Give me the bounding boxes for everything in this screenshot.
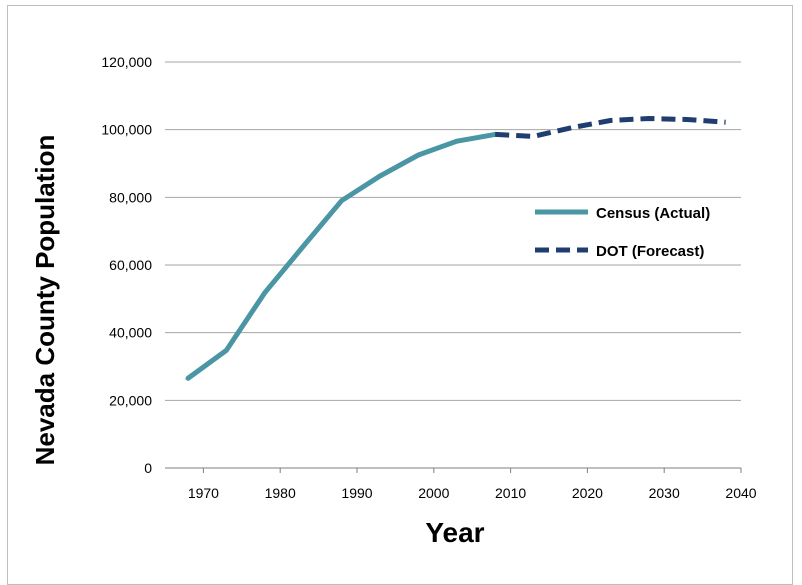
y-tick-label: 80,000: [109, 189, 152, 205]
x-tick-label: 2020: [572, 485, 603, 501]
legend-label-census: Census (Actual): [596, 205, 710, 222]
series-line-census: [185, 131, 498, 381]
legend-label-dot: DOT (Forecast): [596, 243, 704, 260]
x-tick-label: 1980: [265, 485, 296, 501]
x-axis-ticks: 1970 1980 1990 2000 2010 2020 2030 2040: [188, 468, 757, 501]
series-line-dot: [495, 116, 726, 139]
population-line-chart: 020,00040,00060,00080,000100,000120,000 …: [30, 54, 757, 548]
gridlines: [165, 61, 741, 401]
x-tick-label: 1970: [188, 485, 219, 501]
y-tick-label: 40,000: [109, 325, 152, 341]
y-tick-label: 0: [144, 460, 152, 476]
x-tick-label: 2030: [649, 485, 680, 501]
x-tick-label: 1990: [341, 485, 372, 501]
x-tick-label: 2010: [495, 485, 526, 501]
y-axis-ticks: 0 20,000 40,000 60,000 80,000 100,000 120,000: [101, 54, 152, 476]
y-tick-label: 120,000: [101, 54, 152, 70]
y-tick-label: 60,000: [109, 257, 152, 273]
y-tick-label: 20,000: [109, 392, 152, 408]
y-axis-title: Nevada County Population: [30, 135, 60, 466]
legend: Census (Actual) DOT (Forecast): [535, 205, 710, 260]
x-axis-title: Year: [425, 517, 484, 548]
x-tick-label: 2000: [418, 485, 449, 501]
y-tick-label: 100,000: [101, 122, 152, 138]
series-lines: [185, 116, 726, 381]
x-tick-label: 2040: [725, 485, 756, 501]
